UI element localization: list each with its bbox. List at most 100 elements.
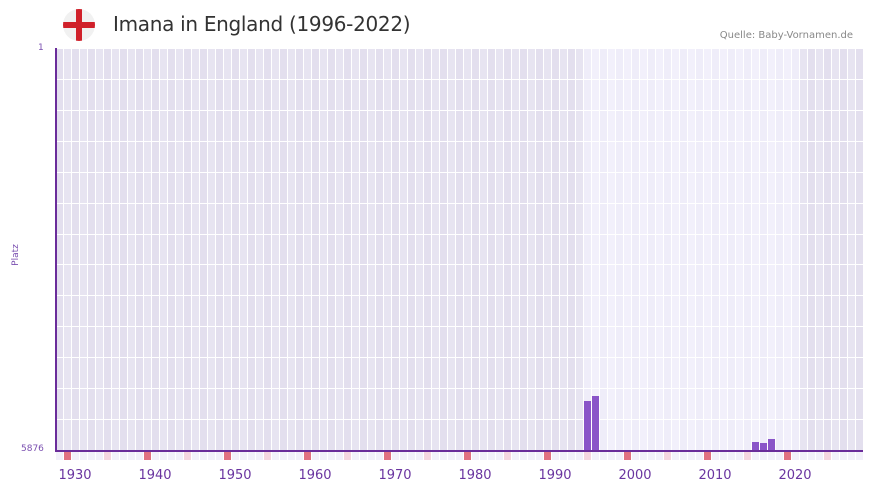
year-marker (560, 451, 567, 460)
year-marker (128, 451, 135, 460)
year-marker (408, 451, 415, 460)
year-marker (608, 451, 615, 460)
year-marker (160, 451, 167, 460)
year-marker (184, 451, 191, 460)
year-marker (112, 451, 119, 460)
year-marker (440, 451, 447, 460)
year-marker (136, 451, 143, 460)
x-tick-1980: 1980 (458, 468, 492, 483)
year-marker (576, 451, 583, 460)
year-marker (144, 451, 151, 460)
year-marker (104, 451, 111, 460)
year-marker (296, 451, 303, 460)
year-marker (240, 451, 247, 460)
year-marker (752, 451, 759, 460)
x-tick-1950: 1950 (218, 468, 252, 483)
year-marker (152, 451, 159, 460)
year-marker (800, 451, 807, 460)
year-marker (384, 451, 391, 460)
year-marker (432, 451, 439, 460)
year-marker (336, 451, 343, 460)
year-marker (600, 451, 607, 460)
year-marker (480, 451, 487, 460)
bar-1994[interactable] (584, 400, 591, 450)
year-marker (352, 451, 359, 460)
year-marker (768, 451, 775, 460)
year-marker (192, 451, 199, 460)
year-marker (528, 451, 535, 460)
year-marker (792, 451, 799, 460)
year-marker (256, 451, 263, 460)
year-marker (320, 451, 327, 460)
year-marker (808, 451, 815, 460)
year-marker (200, 451, 207, 460)
year-marker (680, 451, 687, 460)
year-marker (176, 451, 183, 460)
year-marker (496, 451, 503, 460)
year-marker (344, 451, 351, 460)
bar-1995[interactable] (592, 396, 599, 450)
year-marker (544, 451, 551, 460)
year-marker (632, 451, 639, 460)
year-marker (616, 451, 623, 460)
year-marker (96, 451, 103, 460)
x-tick-2020: 2020 (778, 468, 812, 483)
year-marker (272, 451, 279, 460)
year-marker (832, 451, 839, 460)
bar-2016[interactable] (760, 442, 767, 450)
year-marker (552, 451, 559, 460)
year-marker (728, 451, 735, 460)
year-marker (280, 451, 287, 460)
bar-2015[interactable] (752, 442, 759, 450)
year-marker (88, 451, 95, 460)
year-marker (760, 451, 767, 460)
year-marker (744, 451, 751, 460)
year-marker (640, 451, 647, 460)
plot-area (55, 48, 863, 450)
year-marker (360, 451, 367, 460)
year-marker (568, 451, 575, 460)
year-marker (232, 451, 239, 460)
year-marker (504, 451, 511, 460)
year-marker (328, 451, 335, 460)
year-marker (464, 451, 471, 460)
year-marker (520, 451, 527, 460)
bar-2017[interactable] (768, 438, 775, 450)
year-marker (216, 451, 223, 460)
year-marker (416, 451, 423, 460)
year-marker (304, 451, 311, 460)
england-flag-icon (63, 9, 95, 41)
year-marker (312, 451, 319, 460)
y-axis-line (55, 48, 57, 451)
y-tick-bottom: 5876 (21, 444, 44, 454)
year-marker (536, 451, 543, 460)
year-marker (400, 451, 407, 460)
year-marker (80, 451, 87, 460)
year-marker (840, 451, 847, 460)
x-tick-2000: 2000 (618, 468, 652, 483)
year-marker (376, 451, 383, 460)
y-tick-top: 1 (38, 43, 44, 53)
year-marker (704, 451, 711, 460)
year-marker (208, 451, 215, 460)
year-marker (720, 451, 727, 460)
year-marker (392, 451, 399, 460)
year-marker (224, 451, 231, 460)
year-marker (72, 451, 79, 460)
year-marker (56, 451, 63, 460)
year-marker (64, 451, 71, 460)
x-tick-1940: 1940 (138, 468, 172, 483)
x-tick-2010: 2010 (698, 468, 732, 483)
year-marker (456, 451, 463, 460)
year-marker (672, 451, 679, 460)
year-marker (248, 451, 255, 460)
year-marker (168, 451, 175, 460)
year-marker (856, 451, 863, 460)
year-marker (656, 451, 663, 460)
year-marker (368, 451, 375, 460)
year-marker (120, 451, 127, 460)
year-marker (624, 451, 631, 460)
year-marker (592, 451, 599, 460)
year-marker (784, 451, 791, 460)
year-marker (584, 451, 591, 460)
